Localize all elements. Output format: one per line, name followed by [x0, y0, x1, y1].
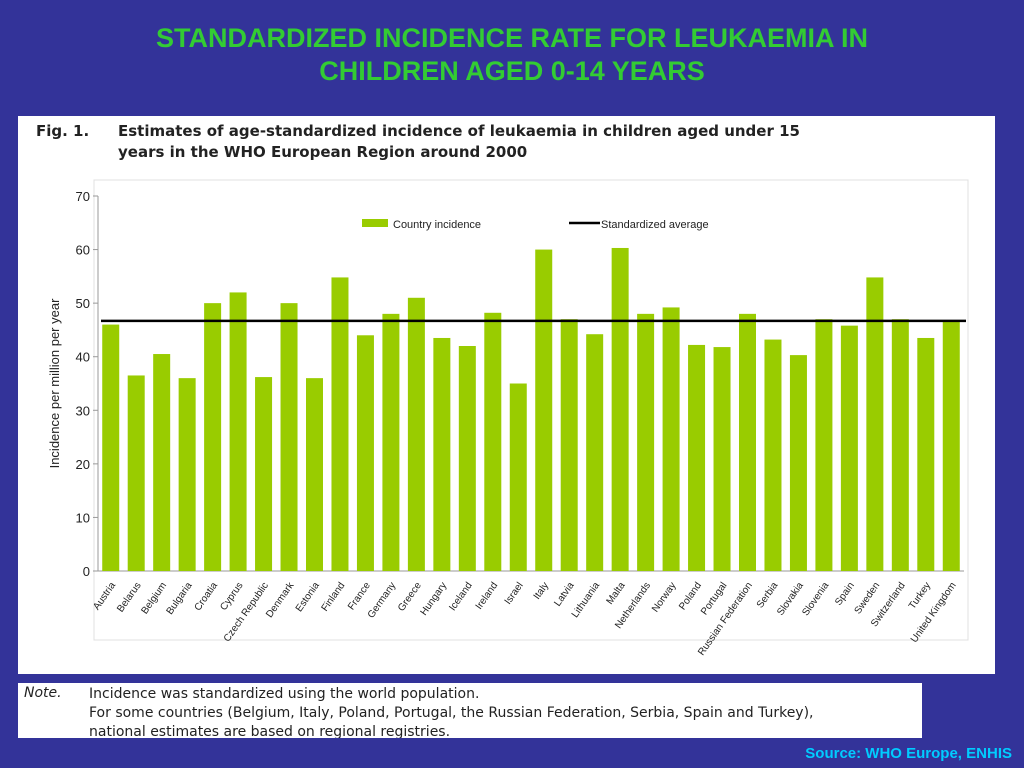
figure-caption-text: Estimates of age-standardized incidence …: [118, 121, 918, 163]
y-tick-label: 20: [76, 457, 90, 472]
bar: [739, 313, 756, 571]
y-tick-label: 70: [76, 189, 90, 204]
bar: [306, 378, 323, 571]
x-tick-label: Estonia: [294, 580, 322, 614]
figure-caption-line1: Estimates of age-standardized incidence …: [118, 122, 800, 140]
bar: [229, 292, 247, 571]
legend-label-country-incidence: Country incidence: [393, 219, 481, 231]
x-tick-label: Bulgaria: [165, 580, 195, 617]
bar: [586, 334, 604, 571]
x-tick-label: Croatia: [193, 580, 221, 613]
bar: [204, 303, 222, 571]
source-credit: Source: WHO Europe, ENHIS: [805, 745, 1012, 762]
bar: [127, 375, 145, 571]
x-tick-label: Latvia: [552, 580, 577, 609]
x-tick-label: Slovenia: [800, 580, 831, 618]
bar: [102, 324, 120, 571]
bar: [764, 339, 782, 571]
x-tick-label: Ireland: [474, 580, 501, 611]
x-tick-label: Poland: [677, 580, 704, 612]
bar: [891, 319, 909, 571]
legend-swatch-country-incidence: [362, 219, 388, 227]
x-tick-label: France: [346, 580, 373, 612]
figure-caption-line2: years in the WHO European Region around …: [118, 143, 528, 161]
x-tick-label: Turkey: [907, 580, 933, 611]
bar: [611, 247, 629, 571]
x-tick-label: Iceland: [447, 580, 475, 613]
bar: [637, 313, 655, 571]
x-tick-label: Norway: [650, 580, 678, 614]
x-tick-label: Serbia: [755, 580, 781, 610]
bar: [407, 297, 425, 571]
x-tick-label: Israel: [503, 580, 526, 606]
bar: [509, 383, 527, 571]
x-tick-label: Hungary: [419, 580, 450, 617]
note-panel: Note. Incidence was standardized using t…: [18, 683, 922, 738]
bar: [815, 319, 833, 571]
x-tick-label: Spain: [833, 580, 857, 607]
bar: [713, 347, 731, 571]
y-tick-label: 60: [76, 243, 90, 258]
bar: [178, 378, 196, 571]
bar: [942, 321, 960, 571]
note-text: Incidence was standardized using the wor…: [89, 685, 919, 738]
bar: [789, 355, 807, 571]
y-tick-label: 10: [76, 510, 90, 525]
bar: [458, 346, 476, 571]
bar: [484, 312, 502, 571]
x-tick-label: Italy: [532, 580, 552, 601]
y-tick-label: 40: [76, 350, 90, 365]
bar: [356, 335, 374, 571]
bar-chart: 0 10 20 30 40 50 60 70 Incidence per million per…: [47, 179, 969, 658]
figure-label: Fig. 1.: [36, 122, 90, 140]
bar: [840, 325, 858, 571]
bar: [662, 307, 680, 571]
figure-panel: Fig. 1. Estimates of age-standardized in…: [18, 116, 995, 674]
bar: [255, 377, 273, 571]
bar: [535, 249, 553, 572]
bar: [280, 303, 298, 571]
note-line: national estimates are based on regional…: [89, 724, 451, 738]
legend-label-standardized-average: Standardized average: [601, 219, 709, 231]
note-line: Incidence was standardized using the wor…: [89, 686, 480, 702]
note-label: Note.: [24, 685, 62, 701]
bar: [153, 354, 171, 571]
slide-title: STANDARDIZED INCIDENCE RATE FOR LEUKAEMI…: [0, 22, 1024, 88]
y-tick-label: 0: [83, 564, 90, 579]
slide-title-line1: STANDARDIZED INCIDENCE RATE FOR LEUKAEMI…: [156, 23, 868, 53]
x-tick-label: Austria: [91, 580, 118, 612]
bar: [917, 337, 935, 571]
x-tick-label: Cyprus: [218, 580, 245, 612]
y-axis-label: Incidence per million per year: [47, 298, 62, 468]
bar: [688, 344, 706, 571]
bar: [331, 277, 349, 571]
x-tick-label: Malta: [605, 580, 628, 607]
note-line: For some countries (Belgium, Italy, Pola…: [89, 705, 814, 721]
bar: [433, 337, 451, 571]
x-tick-label: Finland: [320, 580, 348, 613]
y-tick-label: 30: [76, 403, 90, 418]
bar: [866, 277, 884, 571]
slide-title-line2: CHILDREN AGED 0-14 YEARS: [319, 56, 705, 86]
bar: [382, 313, 400, 571]
bar: [560, 319, 578, 571]
y-tick-label: 50: [76, 296, 90, 311]
